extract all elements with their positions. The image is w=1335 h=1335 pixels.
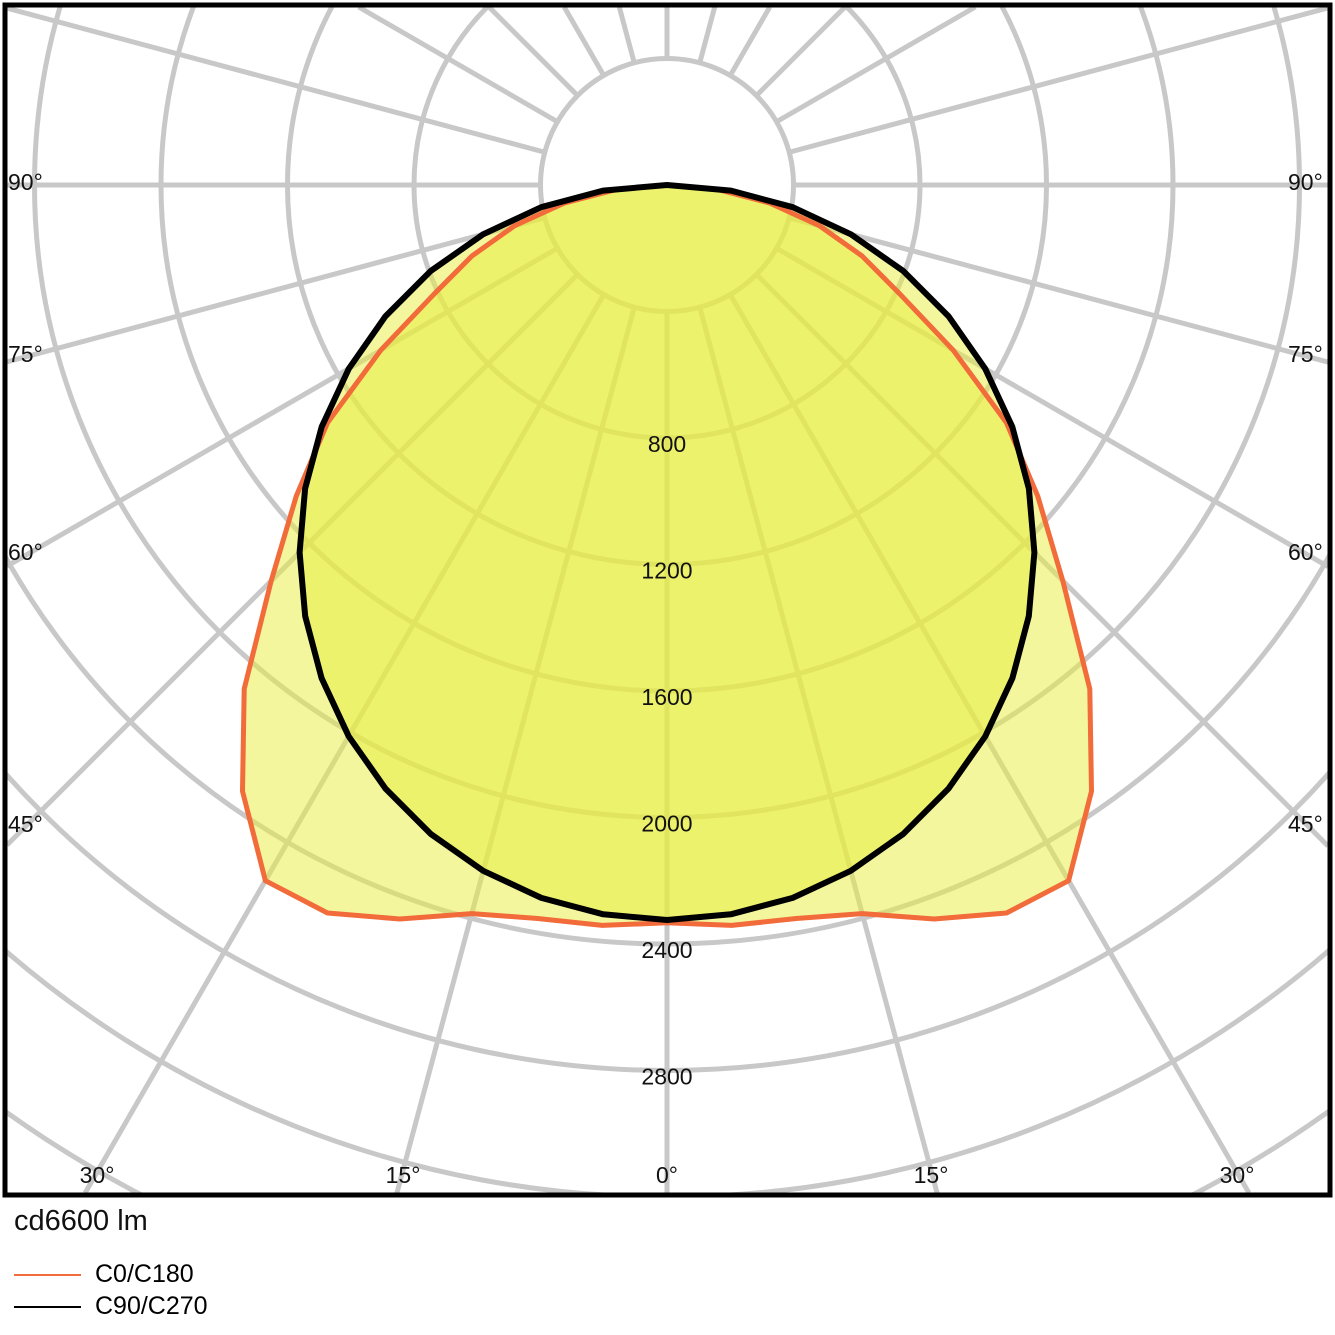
grid-spoke (728, 7, 772, 77)
grid-spoke (788, 215, 1328, 365)
radial-tick-label: 1600 (641, 684, 692, 710)
tick-labels: 800 1200 1600 2000 2400 2800 90° 90° 75° 75° 60° 60… (8, 169, 1323, 1188)
series-fill-C90/C270 (299, 185, 1035, 920)
series-line-C90/C270 (296, 182, 1038, 923)
grid-spoke (775, 7, 977, 124)
legend-swatch-orange (14, 1273, 81, 1276)
legend-label: C0/C180 (95, 1260, 194, 1288)
angle-tick-label-right: 45° (1288, 811, 1323, 837)
legend-item-c90: C90/C270 (14, 1292, 208, 1321)
angle-tick-label-bottom: 15° (386, 1162, 421, 1188)
angle-tick-label-left: 60° (8, 539, 43, 565)
curves (240, 182, 1094, 928)
chart-frame (2, 2, 1333, 1198)
grid-spoke (487, 7, 580, 98)
grid-spoke (7, 7, 546, 155)
radial-tick-label: 1200 (641, 558, 692, 584)
unit-label: cd6600 lm (14, 1205, 148, 1237)
grid-spoke (788, 7, 1328, 155)
legend-item-c0: C0/C180 (14, 1260, 194, 1289)
angle-tick-label-bottom: 0° (656, 1162, 678, 1188)
legend-swatch-black (14, 1305, 81, 1308)
grid-spoke (562, 7, 606, 77)
grid-spoke (7, 215, 546, 365)
legend-label: C90/C270 (95, 1292, 208, 1320)
radial-tick-label: 2000 (641, 811, 692, 837)
grid-spoke (754, 7, 847, 98)
grid-spoke (697, 7, 718, 64)
angle-tick-label-bottom: 15° (914, 1162, 949, 1188)
angle-tick-label-left: 75° (8, 341, 43, 367)
angle-tick-label-bottom: 30° (80, 1162, 115, 1188)
angle-tick-label-right: 90° (1288, 169, 1323, 195)
angle-tick-label-left: 90° (8, 169, 43, 195)
radial-tick-label: 800 (648, 431, 686, 457)
angle-tick-label-bottom: 30° (1220, 1162, 1255, 1188)
angle-tick-label-right: 75° (1288, 341, 1323, 367)
radial-tick-label: 2800 (641, 1064, 692, 1090)
angle-tick-label-right: 60° (1288, 539, 1323, 565)
angle-tick-label-left: 45° (8, 811, 43, 837)
grid-spoke (616, 7, 637, 64)
grid-spoke (357, 7, 559, 124)
radial-tick-label: 2400 (641, 937, 692, 963)
